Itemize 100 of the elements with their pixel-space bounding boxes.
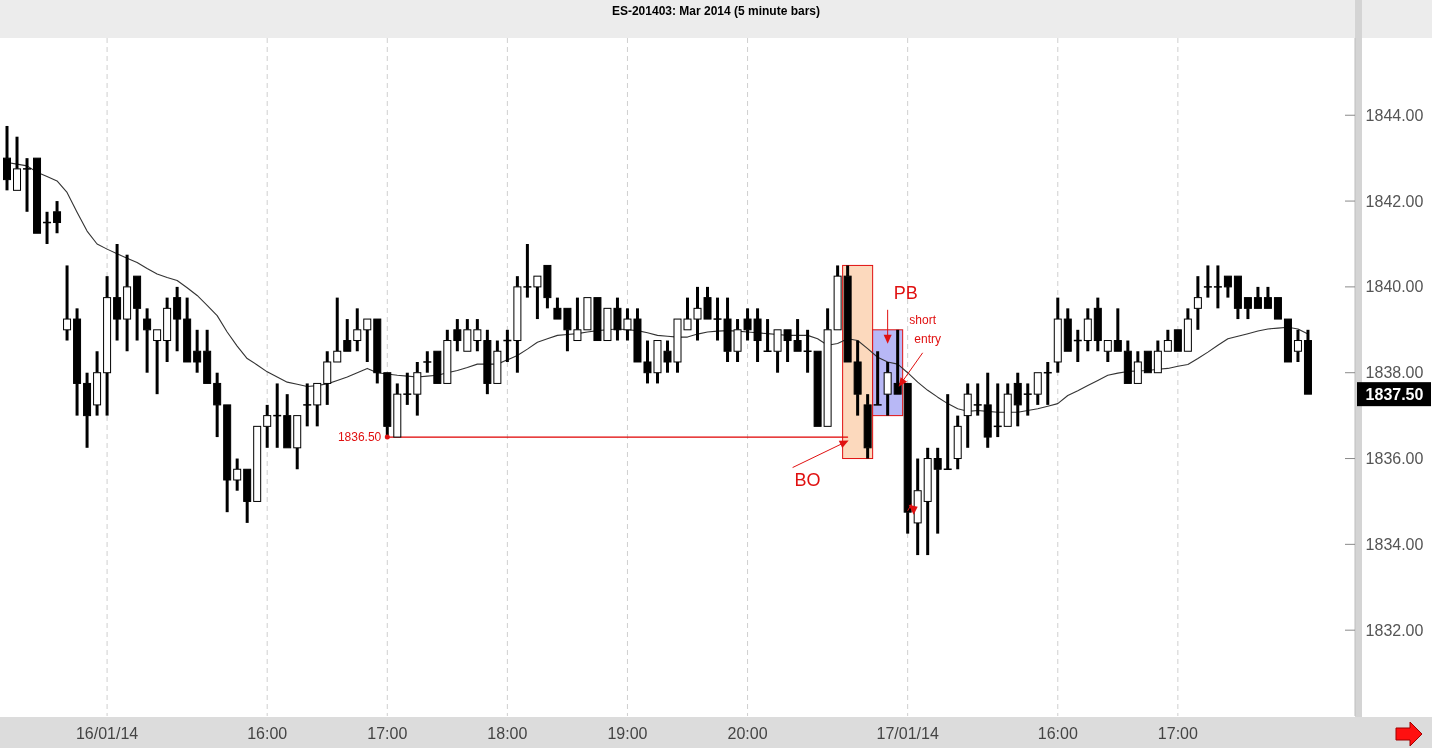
candlestick xyxy=(313,382,322,427)
candlestick xyxy=(143,308,152,373)
candlestick xyxy=(33,157,42,234)
candlestick xyxy=(373,318,382,384)
candlestick xyxy=(153,329,162,396)
x-tick-label: 20:00 xyxy=(727,725,768,742)
candlestick xyxy=(1053,297,1062,373)
candlestick xyxy=(103,276,112,416)
x-tick-label: 19:00 xyxy=(607,725,648,742)
y-tick-label: 1844.00 xyxy=(1365,106,1424,124)
candlestick xyxy=(1263,285,1272,309)
annotation: 1836.50 xyxy=(337,430,382,445)
candlestick xyxy=(1283,318,1292,363)
candlestick xyxy=(303,383,312,427)
x-tick-label: 16:00 xyxy=(247,725,288,742)
candlestick xyxy=(443,328,452,384)
candlestick xyxy=(1133,351,1142,384)
candlestick xyxy=(1143,350,1152,374)
candlestick xyxy=(433,350,442,384)
x-tick-label: 17:00 xyxy=(1157,725,1198,742)
candlestick xyxy=(1293,328,1302,362)
candlestick xyxy=(1223,275,1232,298)
candlestick xyxy=(413,361,422,416)
candlestick xyxy=(1253,285,1262,309)
candlestick xyxy=(453,319,462,352)
candlestick xyxy=(863,394,872,459)
candlestick xyxy=(203,328,212,384)
candlestick xyxy=(1243,297,1252,321)
candlestick xyxy=(463,319,472,352)
candlestick xyxy=(1183,308,1192,352)
x-tick-label: 16:00 xyxy=(1037,725,1078,742)
candlestick xyxy=(223,404,232,514)
candlestick xyxy=(23,158,32,212)
candlestick xyxy=(363,318,372,362)
candlestick xyxy=(393,383,402,438)
candlestick xyxy=(123,254,132,352)
x-tick-label: 18:00 xyxy=(487,725,528,742)
candlestick xyxy=(973,383,982,416)
candlestick xyxy=(913,458,922,557)
x-tick-label: 17:00 xyxy=(367,725,408,742)
candlestick xyxy=(1163,328,1172,352)
text: 1837.50 xyxy=(1365,386,1424,404)
candlestick xyxy=(73,308,82,416)
candlestick xyxy=(983,372,992,448)
candlestick xyxy=(1063,308,1072,352)
y-tick-label: 1840.00 xyxy=(1365,278,1424,296)
candlestick xyxy=(923,446,932,557)
annotation: short entry xyxy=(909,312,942,346)
candlestick xyxy=(1083,308,1092,352)
candlestick xyxy=(1123,340,1132,384)
candlestick xyxy=(423,351,432,373)
candlestick xyxy=(343,319,352,352)
candlestick xyxy=(193,328,202,373)
candlestick xyxy=(83,372,92,448)
candlestick xyxy=(1173,329,1182,352)
chart-title: ES-201403: Mar 2014 (5 minute bars) xyxy=(611,4,821,18)
x-tick-label: 16/01/14 xyxy=(75,725,139,742)
candlestick xyxy=(63,265,72,341)
y-tick-label: 1842.00 xyxy=(1365,192,1424,210)
candlestick xyxy=(903,382,912,534)
annotation: PB xyxy=(893,282,918,303)
candlestick xyxy=(293,415,302,470)
annotation: BO xyxy=(794,469,821,490)
candlestick xyxy=(213,372,222,439)
y-tick-label: 1834.00 xyxy=(1365,535,1424,553)
candlestick xyxy=(1193,276,1202,330)
candlestick xyxy=(93,351,102,416)
y-tick-label: 1838.00 xyxy=(1365,364,1424,382)
candlestick xyxy=(893,328,902,395)
candlestick xyxy=(263,403,272,448)
candlestick xyxy=(1153,340,1162,374)
x-tick-label: 17/01/14 xyxy=(876,725,939,742)
candlestick xyxy=(243,468,252,523)
candlestick xyxy=(1003,383,1012,427)
candlestick xyxy=(283,394,292,449)
candlestick xyxy=(1303,328,1312,395)
candlestick xyxy=(1103,340,1112,362)
candlestick xyxy=(163,297,172,362)
candlestick xyxy=(353,308,362,352)
candlestick xyxy=(1113,308,1122,352)
candlestick xyxy=(253,425,262,502)
candlestick xyxy=(403,372,412,405)
candlestick xyxy=(323,351,332,405)
y-tick-label: 1836.00 xyxy=(1365,450,1424,468)
candlestick xyxy=(53,201,62,234)
candlestick xyxy=(133,275,142,341)
y-tick-label: 1832.00 xyxy=(1365,621,1424,639)
candlestick xyxy=(963,383,972,448)
candlestick xyxy=(953,415,962,470)
candlestick xyxy=(173,285,182,352)
candlestick xyxy=(873,351,882,406)
candlestick xyxy=(183,297,192,363)
candlestick xyxy=(13,136,22,191)
candlestick xyxy=(1233,275,1242,321)
candlestick xyxy=(1273,297,1282,320)
candlestick xyxy=(883,361,892,416)
candlestick xyxy=(1023,383,1032,416)
candlestick xyxy=(1213,265,1222,309)
candlestick xyxy=(3,124,12,191)
candlestick xyxy=(1203,265,1212,298)
